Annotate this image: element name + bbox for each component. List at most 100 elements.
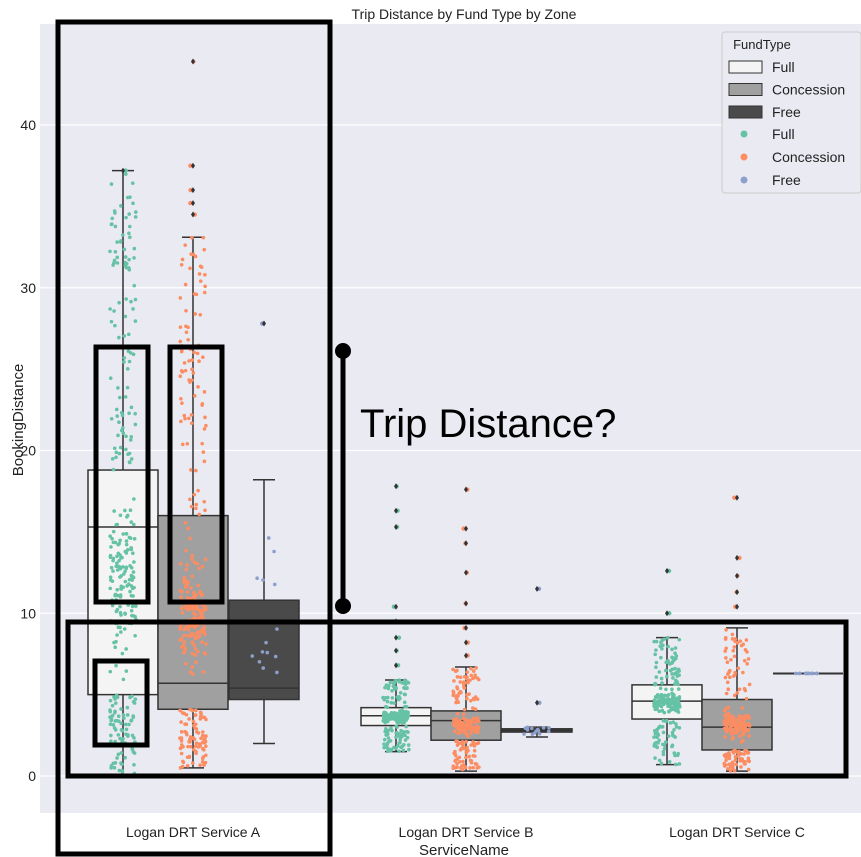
strip-point (815, 671, 819, 676)
strip-point (188, 707, 192, 712)
strip-point (455, 697, 459, 702)
strip-point (391, 711, 395, 716)
strip-point (729, 724, 734, 728)
strip-point (668, 721, 673, 725)
strip-point (732, 645, 737, 649)
strip-point (115, 568, 120, 572)
strip-point (113, 701, 118, 705)
strip-point (112, 509, 116, 513)
strip-point (186, 580, 190, 585)
strip-point (201, 355, 205, 360)
strip-point (742, 761, 747, 766)
strip-point (178, 638, 183, 642)
strip-point (186, 607, 190, 612)
strip-point (738, 734, 742, 739)
strip-point (384, 683, 389, 687)
strip-point (116, 433, 120, 438)
strip-point (182, 648, 187, 653)
strip-point (653, 701, 657, 706)
strip-point (458, 766, 463, 770)
strip-point (112, 695, 116, 699)
strip-point (200, 402, 205, 406)
legend-entry: Concession (772, 149, 845, 165)
strip-point (670, 730, 675, 735)
strip-point (187, 754, 192, 759)
outlier-marker (464, 639, 468, 646)
strip-point (723, 714, 727, 718)
strip-point (194, 741, 199, 745)
strip-point (109, 733, 113, 738)
strip-point (724, 763, 728, 767)
strip-point (183, 416, 187, 421)
strip-point (400, 734, 404, 739)
strip-point (196, 745, 201, 749)
strip-point (453, 669, 458, 674)
strip-point (452, 679, 456, 683)
strip-point (661, 730, 666, 735)
strip-point (183, 368, 188, 373)
strip-point (729, 657, 733, 662)
strip-point (127, 722, 131, 727)
strip-point (200, 730, 205, 734)
legend: FundType Full Concession Free Full Concession… (721, 31, 861, 194)
strip-point (197, 742, 202, 746)
strip-point (469, 731, 473, 736)
strip-point (463, 718, 468, 722)
y-tick-label: 0 (28, 768, 36, 784)
strip-point (731, 674, 736, 678)
strip-point (260, 650, 265, 654)
strip-point (733, 637, 738, 641)
strip-point (133, 215, 138, 219)
strip-point (200, 627, 204, 632)
strip-point (475, 741, 480, 746)
strip-point (187, 717, 191, 721)
strip-point (473, 707, 478, 712)
strip-point (456, 725, 460, 729)
strip-point (659, 655, 663, 660)
outlier-marker (735, 572, 739, 579)
strip-point (735, 691, 740, 695)
bracket-end (335, 598, 351, 614)
strip-point (468, 766, 472, 770)
boxplot-full-3 (631, 567, 703, 767)
strip-point (108, 555, 113, 559)
strip-point (202, 499, 207, 504)
strip-point (806, 671, 810, 676)
strip-point (394, 746, 398, 751)
strip-point (129, 299, 133, 304)
outlier-marker (735, 603, 739, 610)
strip-point (131, 750, 136, 754)
strip-point (114, 407, 119, 412)
strip-point (797, 671, 802, 676)
strip-point (108, 698, 113, 703)
strip-point (742, 658, 747, 663)
strip-point (128, 195, 132, 199)
strip-point (746, 767, 751, 772)
outlier-marker (394, 507, 398, 514)
strip-point (451, 689, 456, 694)
strip-point (190, 607, 195, 611)
strip-point (653, 741, 658, 745)
strip-point (476, 730, 480, 735)
outlier-marker (121, 167, 125, 174)
strip-point (113, 323, 117, 328)
strip-point (117, 451, 122, 456)
strip-point (124, 669, 129, 673)
y-tick-label: 10 (20, 605, 36, 621)
strip-point (738, 639, 743, 643)
strip-point (193, 744, 198, 748)
strip-point (115, 607, 120, 612)
strip-point (186, 627, 191, 632)
strip-point (182, 640, 187, 644)
strip-point (658, 644, 663, 648)
strip-point (657, 709, 661, 714)
strip-point (383, 713, 387, 717)
strip-point (122, 627, 127, 631)
strip-point (188, 266, 192, 271)
strip-point (201, 670, 206, 674)
boxplot-free-1 (228, 320, 300, 745)
strip-point (178, 325, 183, 329)
strip-point (197, 272, 202, 276)
strip-point (184, 722, 189, 726)
strip-point (108, 249, 112, 254)
